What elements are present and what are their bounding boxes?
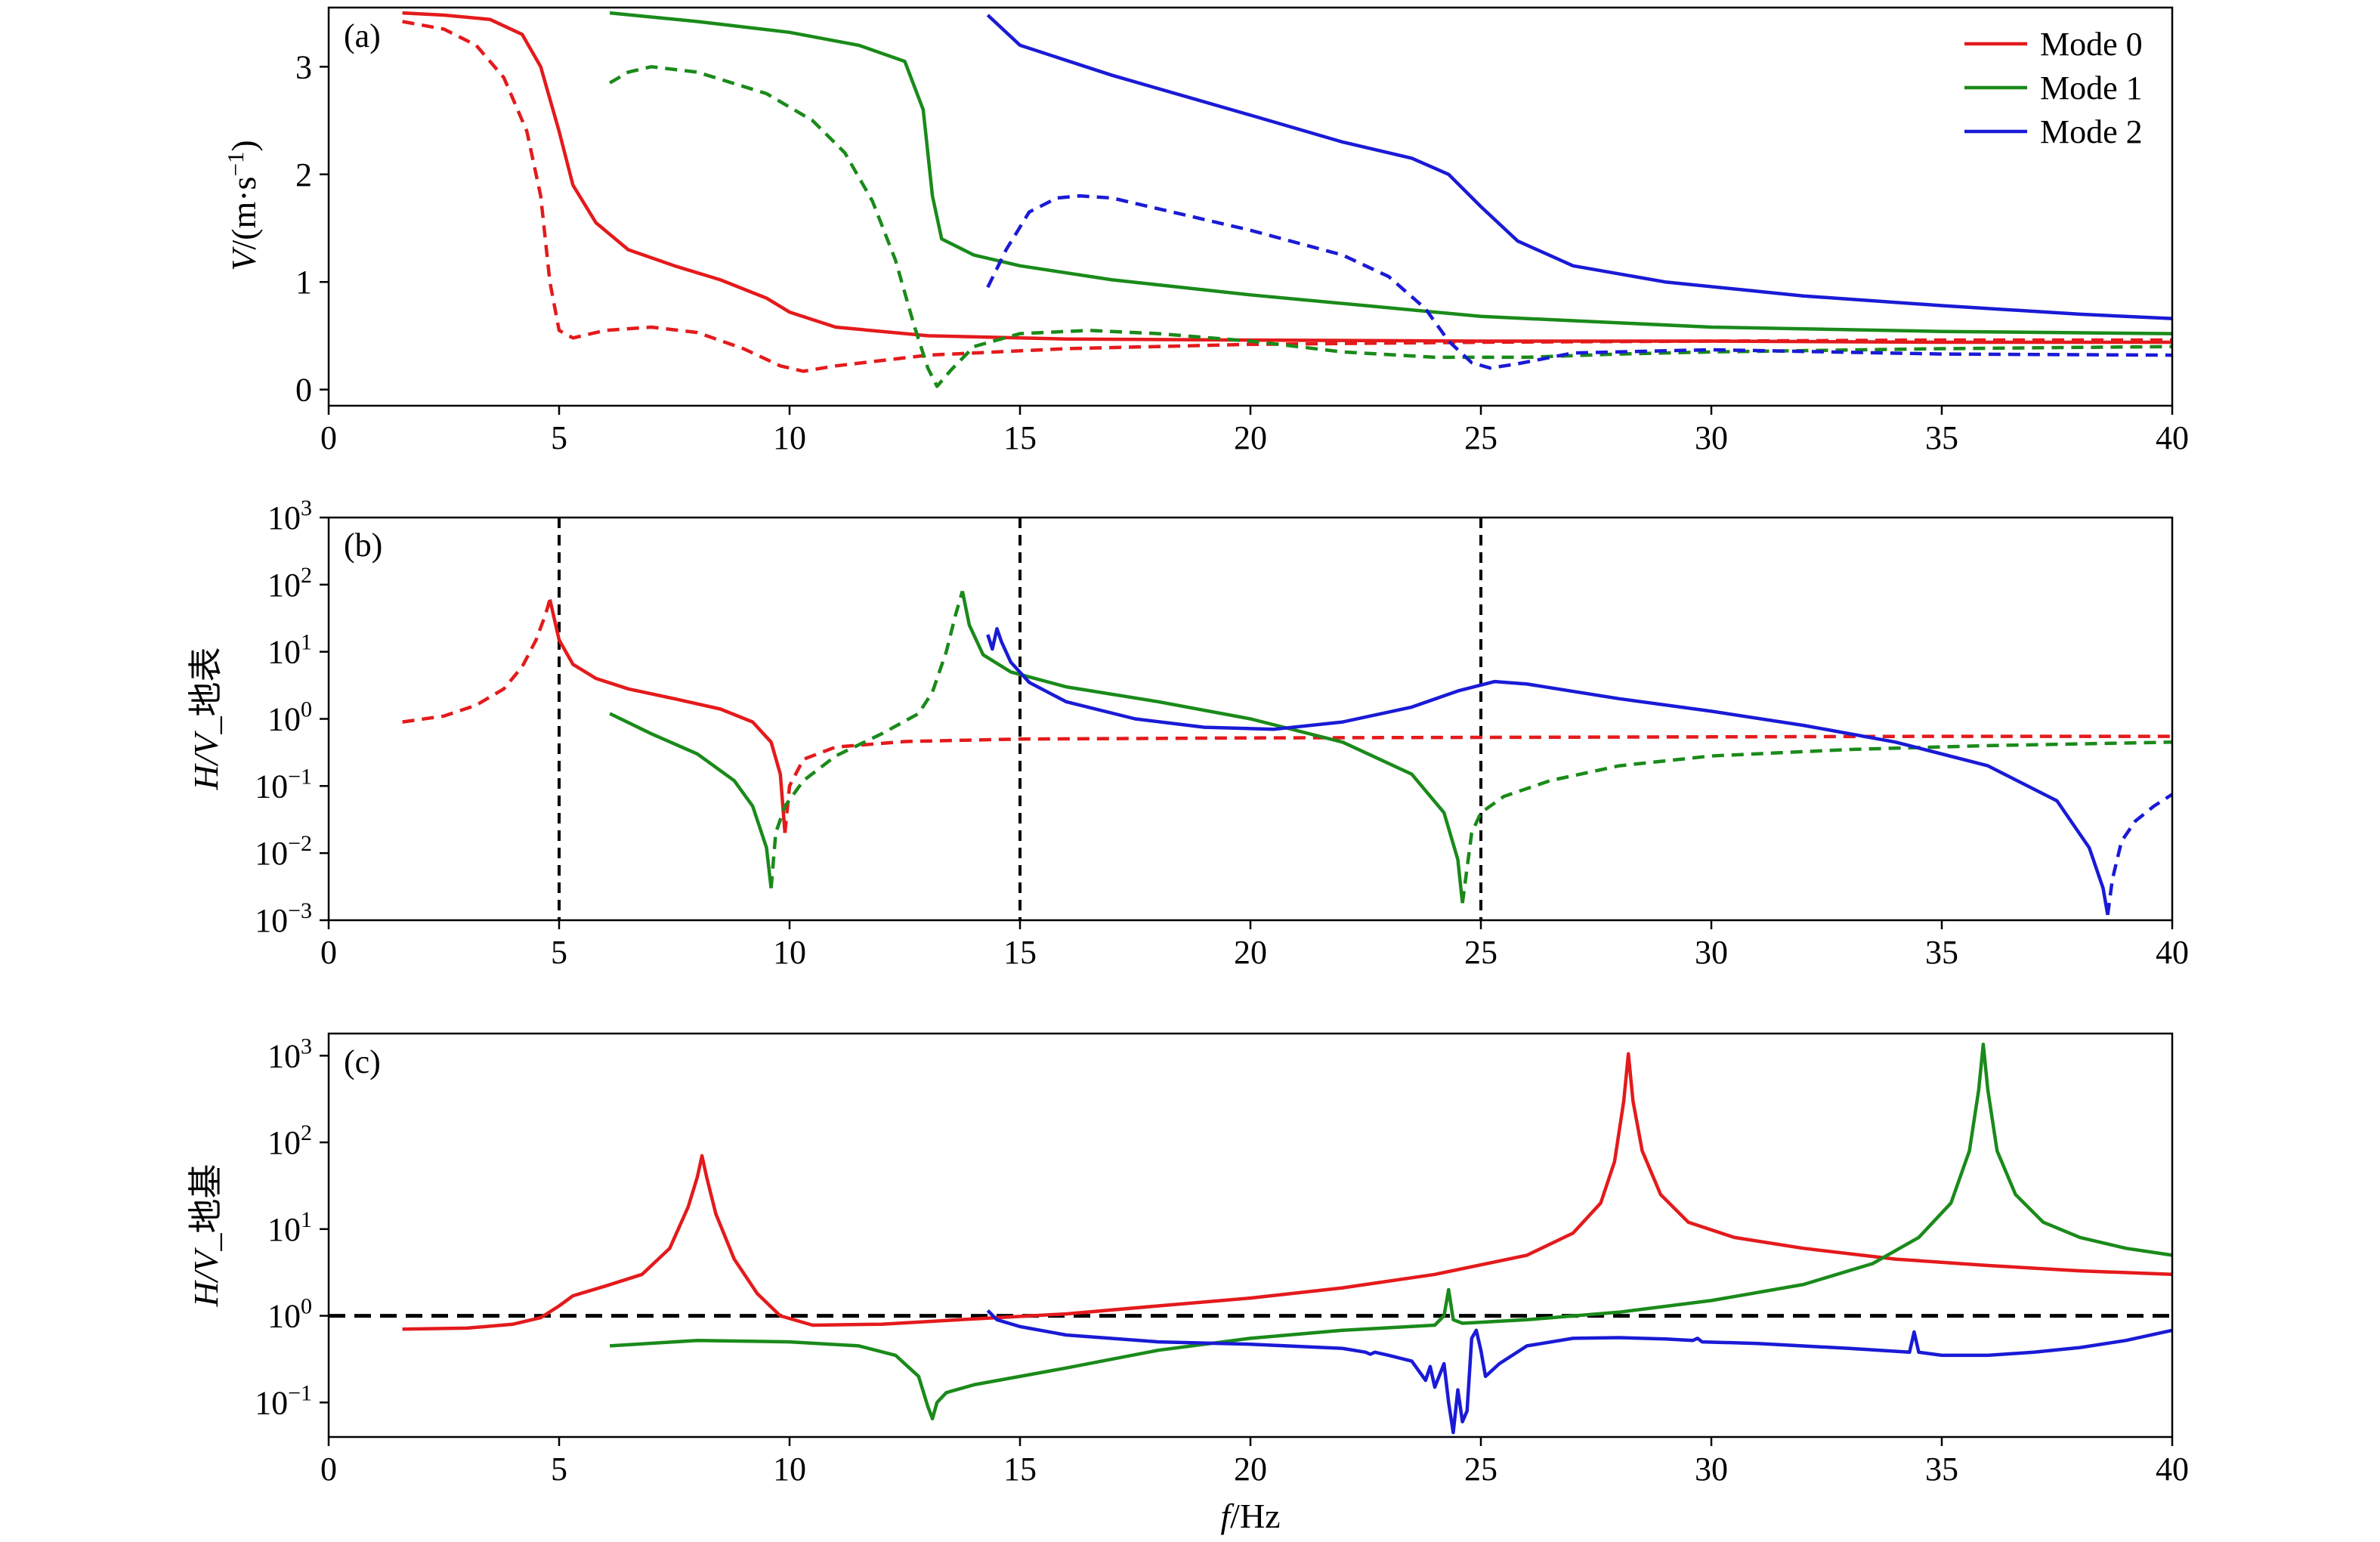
series-line-mode-1 <box>960 590 1464 904</box>
series-line-mode-2 <box>986 14 2173 320</box>
x-tick-label: 25 <box>1464 419 1498 456</box>
x-tick-label: 35 <box>1925 934 1958 971</box>
panel-c-chart: 0 5 10 15 20 25 30 35 40 10−1 100 101 102 103 (c) H/… <box>187 1032 2189 1535</box>
y-tick-label: 100 <box>267 697 312 738</box>
series-line-mode-2 <box>986 626 2110 916</box>
x-tick-label: 5 <box>551 419 567 456</box>
panel-a-plot-area <box>402 11 2173 388</box>
y-tick-label: 101 <box>267 1207 312 1248</box>
x-tick-label: 5 <box>551 934 567 971</box>
x-tick-label: 40 <box>2156 934 2189 971</box>
y-tick-label: 10−1 <box>255 764 312 805</box>
y-tick-label: 2 <box>295 156 312 193</box>
y-tick-label: 102 <box>267 1120 312 1161</box>
y-tick-label: 102 <box>267 563 312 604</box>
series-line-mode-2-dashed <box>986 194 2173 370</box>
panel-b-y-ticks: 10−3 10−2 10−1 100 101 102 103 <box>255 496 329 939</box>
y-tick-label: 103 <box>267 1034 312 1074</box>
panel-b-y-axis-label: H/V_地表 <box>187 647 225 790</box>
panel-a-x-ticks: 0 5 10 15 20 25 30 35 40 <box>320 406 2189 456</box>
series-line-mode-1 <box>609 11 2173 335</box>
x-tick-label: 40 <box>2156 1451 2189 1488</box>
y-tick-label: 103 <box>267 496 312 536</box>
x-tick-label: 30 <box>1695 419 1728 456</box>
x-tick-label: 20 <box>1234 934 1267 971</box>
y-tick-label: 1 <box>295 264 312 301</box>
series-line-mode-1-dashed <box>608 65 2173 388</box>
x-tick-label: 25 <box>1464 1451 1498 1488</box>
panel-a-chart: 0 5 10 15 20 25 30 35 40 0 1 2 3 (a) V/(m·s−1) Mode… <box>222 6 2189 456</box>
panel-a-y-axis-label: V/(m·s−1) <box>222 140 263 271</box>
series-line-mode-0 <box>402 11 2172 345</box>
x-tick-label: 0 <box>320 419 337 456</box>
legend-label: Mode 2 <box>2040 113 2143 150</box>
x-tick-label: 35 <box>1925 1451 1958 1488</box>
series-line-mode-1-dashed <box>769 590 964 888</box>
y-tick-label: 10−3 <box>255 898 312 939</box>
panel-b-x-ticks: 0 5 10 15 20 25 30 35 40 <box>320 920 2189 971</box>
series-line-mode-0-dashed <box>783 734 2172 833</box>
y-tick-label: 10−1 <box>255 1380 312 1421</box>
panel-c-y-axis-label: H/V_地基 <box>187 1163 225 1307</box>
panel-c-y-ticks: 10−1 100 101 102 103 <box>255 1034 329 1421</box>
panel-c-plot-area <box>329 1043 2173 1435</box>
x-tick-label: 15 <box>1003 419 1037 456</box>
panel-c-x-ticks: 0 5 10 15 20 25 30 35 40 <box>320 1437 2189 1488</box>
series-line-mode-2-dashed <box>2106 793 2174 916</box>
x-tick-label: 10 <box>773 934 806 971</box>
x-tick-label: 20 <box>1234 419 1267 456</box>
series-line-mode-0-dashed <box>402 598 552 724</box>
x-tick-label: 20 <box>1234 1451 1267 1488</box>
y-tick-label: 10−2 <box>255 831 312 872</box>
series-line-mode-0-dashed <box>402 20 2172 373</box>
x-tick-label: 15 <box>1003 934 1037 971</box>
panel-c-tag: (c) <box>344 1043 381 1080</box>
x-tick-label: 40 <box>2156 419 2189 456</box>
series-line-mode-0 <box>402 1052 2173 1331</box>
legend-label: Mode 1 <box>2040 70 2143 107</box>
panel-b-plot-area <box>402 518 2174 920</box>
x-tick-label: 30 <box>1695 1451 1728 1488</box>
x-tick-label: 15 <box>1003 1451 1037 1488</box>
x-tick-label: 5 <box>551 1451 567 1488</box>
legend-label: Mode 0 <box>2040 26 2143 63</box>
series-line-mode-1 <box>609 712 773 888</box>
y-tick-label: 0 <box>295 372 312 409</box>
x-tick-label: 30 <box>1695 934 1728 971</box>
x-tick-label: 35 <box>1925 419 1958 456</box>
y-tick-label: 100 <box>267 1294 312 1335</box>
panel-b-chart: 0 5 10 15 20 25 30 35 40 10−310−210−110010110210… <box>187 496 2189 971</box>
x-tick-label: 0 <box>320 1451 337 1488</box>
x-tick-label: 10 <box>773 419 806 456</box>
panel-a-y-ticks: 0 1 2 3 <box>295 48 329 409</box>
x-tick-label: 0 <box>320 934 337 971</box>
y-tick-label: 3 <box>295 48 312 85</box>
panel-c-x-axis-label: f/Hz <box>1220 1497 1280 1535</box>
series-line-mode-1 <box>609 1043 2173 1421</box>
panel-b-tag: (b) <box>344 527 382 564</box>
panel-a-legend: Mode 0 Mode 1 Mode 2 <box>1964 26 2143 150</box>
series-line-mode-2 <box>986 1309 2173 1435</box>
y-tick-label: 101 <box>267 630 312 671</box>
x-tick-label: 10 <box>773 1451 806 1488</box>
series-line-mode-0 <box>548 599 787 833</box>
panel-a-tag: (a) <box>344 17 381 54</box>
x-tick-label: 25 <box>1464 934 1498 971</box>
